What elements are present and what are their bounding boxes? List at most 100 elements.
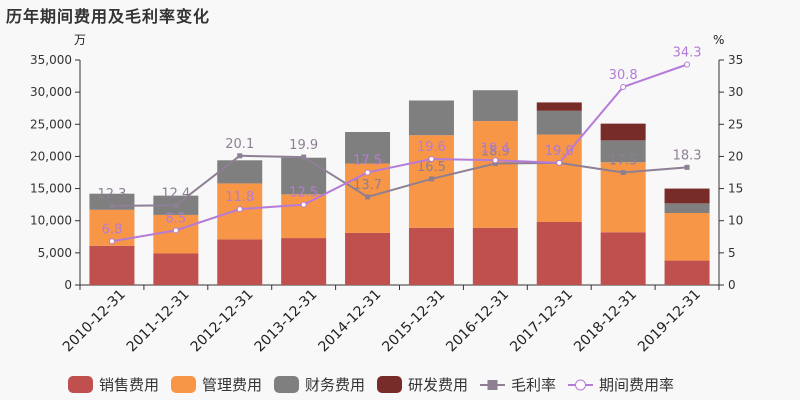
bar-segment <box>345 232 391 285</box>
bar-segment <box>408 135 454 228</box>
line-point <box>236 206 243 213</box>
bar-segment <box>281 157 327 195</box>
bar-segment <box>217 160 263 184</box>
x-tick-label: 2011-12-31 <box>124 287 193 356</box>
line-point <box>173 202 179 208</box>
x-tick-label: 2014-12-31 <box>316 287 385 356</box>
line-point <box>300 201 307 208</box>
bar-segment <box>472 227 518 285</box>
left-tick-label: 5,000 <box>38 246 72 260</box>
line-point <box>365 194 371 200</box>
legend-marker <box>487 380 498 390</box>
data-label: 34.3 <box>673 46 702 61</box>
data-label: 19.0 <box>545 144 574 159</box>
bar-segment <box>472 90 518 122</box>
bar-segment <box>664 203 710 213</box>
right-tick-label: 5 <box>728 246 736 260</box>
data-label: 17.5 <box>609 154 638 169</box>
legend-swatch <box>68 376 93 393</box>
x-tick-label: 2010-12-31 <box>60 287 129 356</box>
chart-title: 历年期间费用及毛利率变化 <box>6 7 211 26</box>
data-label: 30.8 <box>609 68 638 83</box>
data-label: 17.5 <box>353 154 382 169</box>
line-point <box>684 164 690 170</box>
right-tick-label: 0 <box>728 278 736 292</box>
bar-segment <box>217 239 263 285</box>
line-point <box>492 161 498 166</box>
line-point <box>428 156 435 162</box>
line-point <box>684 61 691 68</box>
legend-swatch <box>377 376 402 393</box>
bar-segment <box>408 100 454 136</box>
bar-segment <box>472 121 518 228</box>
right-axis-unit: % <box>713 33 724 47</box>
bar-segment <box>536 222 582 285</box>
bar-segment <box>600 140 646 163</box>
bar-segment <box>600 123 646 141</box>
x-tick-label: 2015-12-31 <box>379 287 448 356</box>
bar-segment <box>664 188 710 204</box>
line-point <box>620 84 627 90</box>
x-tick-label: 2016-12-31 <box>443 287 512 356</box>
x-tick-label: 2012-12-31 <box>188 287 257 356</box>
series-line <box>111 154 688 207</box>
legend-swatch <box>171 376 196 393</box>
left-tick-label: 35,000 <box>30 53 72 67</box>
bar-segment <box>153 214 199 254</box>
bar-segment <box>408 227 454 285</box>
bar-segment <box>89 245 135 285</box>
bar-segment <box>536 134 582 222</box>
left-tick-label: 30,000 <box>30 85 72 99</box>
data-label: 16.5 <box>417 160 446 175</box>
left-tick-label: 20,000 <box>30 149 72 163</box>
right-tick-label: 35 <box>728 53 743 67</box>
legend-label: 研发费用 <box>408 376 468 394</box>
data-label: 12.3 <box>97 187 126 202</box>
data-label: 18.9 <box>481 145 510 160</box>
data-label: 20.1 <box>225 137 254 152</box>
line-point <box>428 176 434 182</box>
legend-label: 管理费用 <box>202 376 262 394</box>
bar-segment <box>664 213 710 261</box>
right-tick-label: 20 <box>728 149 743 163</box>
left-tick-label: 0 <box>64 278 72 292</box>
bar-segment <box>281 238 327 285</box>
line-point <box>364 169 371 176</box>
data-label: 19.9 <box>289 138 318 153</box>
series-line <box>111 63 688 243</box>
x-tick-label: 2013-12-31 <box>252 287 321 356</box>
bar-segment <box>664 260 710 285</box>
legend-marker <box>575 379 586 391</box>
bar-segment <box>153 253 199 285</box>
data-label: 12.4 <box>161 186 190 201</box>
legend-label: 期间费用率 <box>599 376 674 394</box>
left-axis-unit: 万 <box>74 33 86 47</box>
data-label: 19.6 <box>417 140 446 155</box>
left-tick-label: 25,000 <box>30 117 72 131</box>
right-tick-label: 15 <box>728 182 743 196</box>
legend-label: 毛利率 <box>511 376 556 394</box>
data-label: 12.5 <box>289 186 318 201</box>
right-tick-label: 30 <box>728 85 743 99</box>
left-tick-label: 10,000 <box>30 214 72 228</box>
data-label: 18.3 <box>673 148 702 163</box>
x-tick-label: 2017-12-31 <box>507 287 576 356</box>
line-point <box>620 170 626 175</box>
x-tick-label: 2018-12-31 <box>571 287 640 356</box>
line-point <box>556 159 563 166</box>
legend-label: 销售费用 <box>99 376 159 394</box>
line-point <box>109 203 115 209</box>
x-tick-label: 2019-12-31 <box>635 287 704 356</box>
line-point <box>492 157 499 164</box>
right-tick-label: 10 <box>728 214 743 228</box>
line-point <box>172 227 179 234</box>
legend-swatch <box>274 376 299 393</box>
line-point <box>237 153 243 159</box>
bar-segment <box>345 132 391 164</box>
right-tick-label: 25 <box>728 117 743 131</box>
data-label: 11.8 <box>225 190 254 205</box>
legend-label: 财务费用 <box>305 376 365 394</box>
data-label: 19.4 <box>481 141 510 156</box>
data-label: 13.7 <box>353 178 382 193</box>
